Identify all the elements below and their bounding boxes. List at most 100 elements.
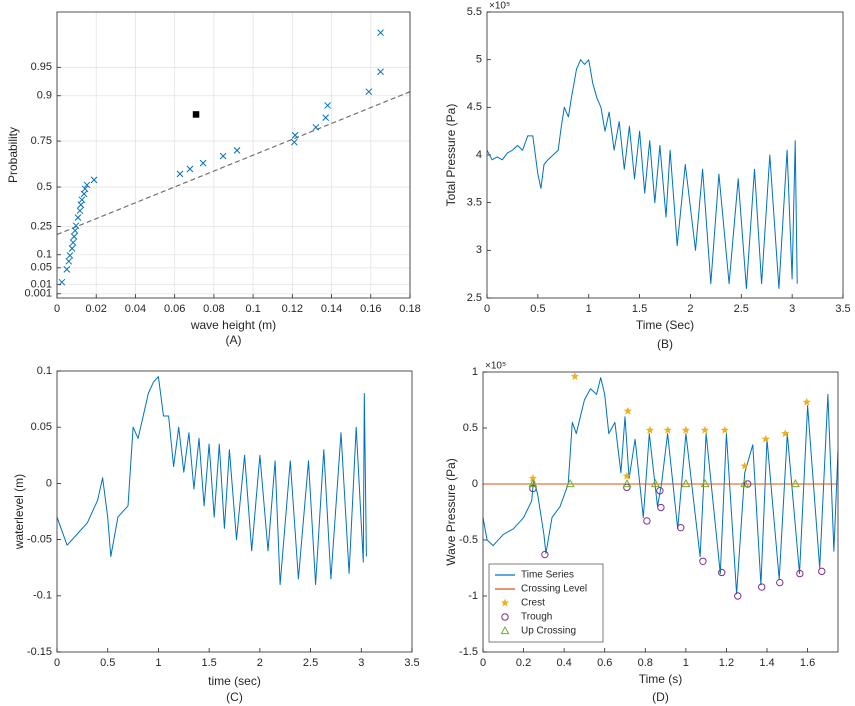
crest-marker — [740, 461, 749, 470]
x-marker — [78, 196, 86, 204]
series-line — [57, 376, 367, 586]
trough-marker — [776, 578, 784, 587]
x-marker — [66, 252, 74, 259]
x-tick-label: 0.2 — [516, 657, 531, 669]
y-tick-label: 3 — [476, 244, 482, 256]
data-layer — [57, 376, 367, 586]
x-tick-label: 3.5 — [404, 657, 419, 669]
y-tick-label: -0.15 — [27, 646, 52, 658]
trough-marker — [657, 503, 665, 512]
y-tick-label: 0.1 — [37, 365, 52, 377]
x-tick-label: 1 — [683, 657, 689, 669]
trough-marker — [677, 523, 685, 532]
crest-marker — [645, 425, 655, 434]
panel: 0 0.5 1 1.5 2 2.5 3 3.5 2.5 3 3.5 4 4.5 5 5.5 Time (Sec… — [444, 1, 850, 352]
y-tick-label: 5.5 — [467, 6, 482, 18]
crest-marker — [622, 471, 632, 480]
y-axis-label: Probability — [6, 127, 20, 183]
y-tick-label: 1 — [472, 366, 478, 378]
axes-box — [56, 11, 411, 299]
x-tick-label: 2 — [257, 657, 263, 669]
x-tick-label: 2 — [687, 303, 693, 315]
x-tick-label: 2.5 — [303, 657, 318, 669]
trough-marker — [718, 568, 726, 577]
legend-swatch — [500, 625, 510, 635]
x-tick-label: 1 — [155, 657, 161, 669]
axes-box — [486, 11, 844, 299]
crest-marker — [700, 425, 710, 434]
caption: (A) — [226, 333, 242, 347]
x-tick-label: 3 — [358, 657, 364, 669]
x-marker — [90, 176, 98, 184]
x-tick-label: 0.8 — [638, 657, 653, 669]
x-tick-label: 0 — [54, 303, 60, 315]
panel: 0 0.5 1 1.5 2 2.5 3 3.5 -0.15 -0.1 -0.05 0 0.05 0.1 ti… — [12, 365, 419, 704]
highlight-marker — [191, 109, 201, 120]
y-tick-label: 0.9 — [37, 90, 52, 102]
trough-marker — [541, 550, 549, 559]
y-tick-label: 0 — [472, 478, 478, 490]
y-tick-label: 4 — [476, 149, 482, 161]
x-marker — [63, 266, 71, 273]
legend-label: Crossing Level — [521, 584, 587, 595]
x-tick-label: 1.5 — [632, 303, 647, 315]
y-tick-label: 0.75 — [31, 135, 52, 147]
x-tick-label: 3 — [789, 303, 795, 315]
x-marker — [377, 29, 384, 37]
x-marker — [76, 207, 84, 215]
x-tick-label: 0.18 — [399, 303, 420, 315]
y-tick-label: 0 — [46, 477, 52, 489]
x-axis-label: Time (s) — [639, 672, 683, 686]
x-tick-label: 0 — [484, 303, 490, 315]
y-multiplier: ×10⁵ — [485, 361, 506, 372]
x-tick-label: 0.04 — [125, 303, 146, 315]
x-marker — [80, 190, 88, 198]
x-tick-label: 0.14 — [321, 303, 342, 315]
y-tick-label: -0.1 — [33, 590, 52, 602]
x-marker — [65, 257, 73, 265]
trough-marker — [796, 569, 804, 578]
x-tick-label: 0.06 — [164, 303, 185, 315]
legend-label: Trough — [521, 612, 552, 623]
x-marker — [176, 170, 184, 178]
upcross-marker — [650, 478, 660, 488]
x-tick-label: 0 — [54, 657, 60, 669]
x-marker — [199, 159, 207, 167]
x-marker — [83, 181, 91, 189]
crest-marker — [623, 406, 633, 415]
data-layer — [487, 59, 798, 289]
upcross-marker — [565, 478, 575, 488]
axes-box — [56, 370, 413, 653]
y-tick-label: -1.5 — [459, 646, 478, 658]
y-tick-label: 0.1 — [37, 249, 52, 261]
crest-marker — [570, 372, 580, 381]
trough-marker — [734, 592, 742, 600]
y-tick-label: 5 — [476, 54, 482, 66]
trough-marker — [758, 583, 766, 591]
x-tick-label: 0.1 — [245, 303, 260, 315]
caption: (C) — [226, 690, 243, 704]
legend-swatch — [500, 598, 510, 607]
y-tick-label: 0.05 — [31, 421, 52, 433]
x-tick-label: 1.5 — [201, 657, 216, 669]
series-line — [487, 59, 798, 289]
x-tick-label: 2.5 — [734, 303, 749, 315]
crest-marker — [802, 397, 812, 406]
x-axis-label: time (sec) — [208, 674, 261, 688]
y-tick-label: 2.5 — [467, 292, 482, 304]
crest-marker — [681, 425, 691, 434]
y-tick-label: 0.95 — [31, 61, 52, 73]
crest-marker — [780, 429, 790, 438]
y-tick-label: -1 — [468, 590, 478, 602]
upcross-marker — [740, 478, 750, 488]
x-tick-label: 0.6 — [597, 657, 612, 669]
x-marker — [69, 239, 77, 246]
plot-area — [57, 12, 410, 298]
x-tick-label: 0.12 — [282, 303, 303, 315]
x-marker — [68, 245, 76, 252]
y-tick-label: 0.5 — [37, 181, 52, 193]
crest-marker — [720, 425, 730, 434]
panel: 0 0.2 0.4 0.6 0.8 1 1.2 1.4 1.6-1.5-1-0.500.51Ti… — [444, 361, 839, 704]
upcross-marker — [681, 478, 691, 488]
crest-marker — [761, 434, 771, 443]
